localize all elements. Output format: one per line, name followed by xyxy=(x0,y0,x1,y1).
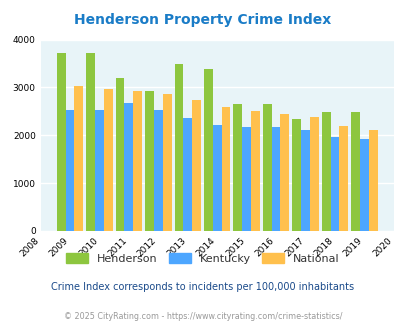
Bar xyxy=(280,114,289,231)
Bar xyxy=(242,127,250,231)
Bar xyxy=(95,110,104,231)
Bar xyxy=(124,103,133,231)
Bar xyxy=(153,110,162,231)
Bar xyxy=(330,137,339,231)
Bar xyxy=(301,130,309,231)
Bar xyxy=(57,52,66,231)
Bar xyxy=(86,52,95,231)
Bar xyxy=(203,69,212,231)
Bar xyxy=(104,89,113,231)
Bar xyxy=(262,104,271,231)
Bar xyxy=(292,119,301,231)
Bar xyxy=(145,91,153,231)
Bar xyxy=(321,112,330,231)
Bar xyxy=(66,111,74,231)
Bar xyxy=(115,78,124,231)
Bar xyxy=(359,139,368,231)
Legend: Henderson, Kentucky, National: Henderson, Kentucky, National xyxy=(62,250,343,267)
Text: Henderson Property Crime Index: Henderson Property Crime Index xyxy=(74,13,331,27)
Bar xyxy=(133,91,142,231)
Bar xyxy=(309,117,318,231)
Bar xyxy=(221,107,230,231)
Bar xyxy=(339,126,347,231)
Bar xyxy=(250,111,259,231)
Bar xyxy=(368,130,377,231)
Bar xyxy=(162,94,171,231)
Bar xyxy=(233,104,242,231)
Bar xyxy=(212,125,221,231)
Bar xyxy=(271,127,280,231)
Bar xyxy=(74,85,83,231)
Text: Crime Index corresponds to incidents per 100,000 inhabitants: Crime Index corresponds to incidents per… xyxy=(51,282,354,292)
Bar xyxy=(350,112,359,231)
Bar xyxy=(174,64,183,231)
Text: © 2025 CityRating.com - https://www.cityrating.com/crime-statistics/: © 2025 CityRating.com - https://www.city… xyxy=(64,312,341,321)
Bar xyxy=(192,100,200,231)
Bar xyxy=(183,118,192,231)
